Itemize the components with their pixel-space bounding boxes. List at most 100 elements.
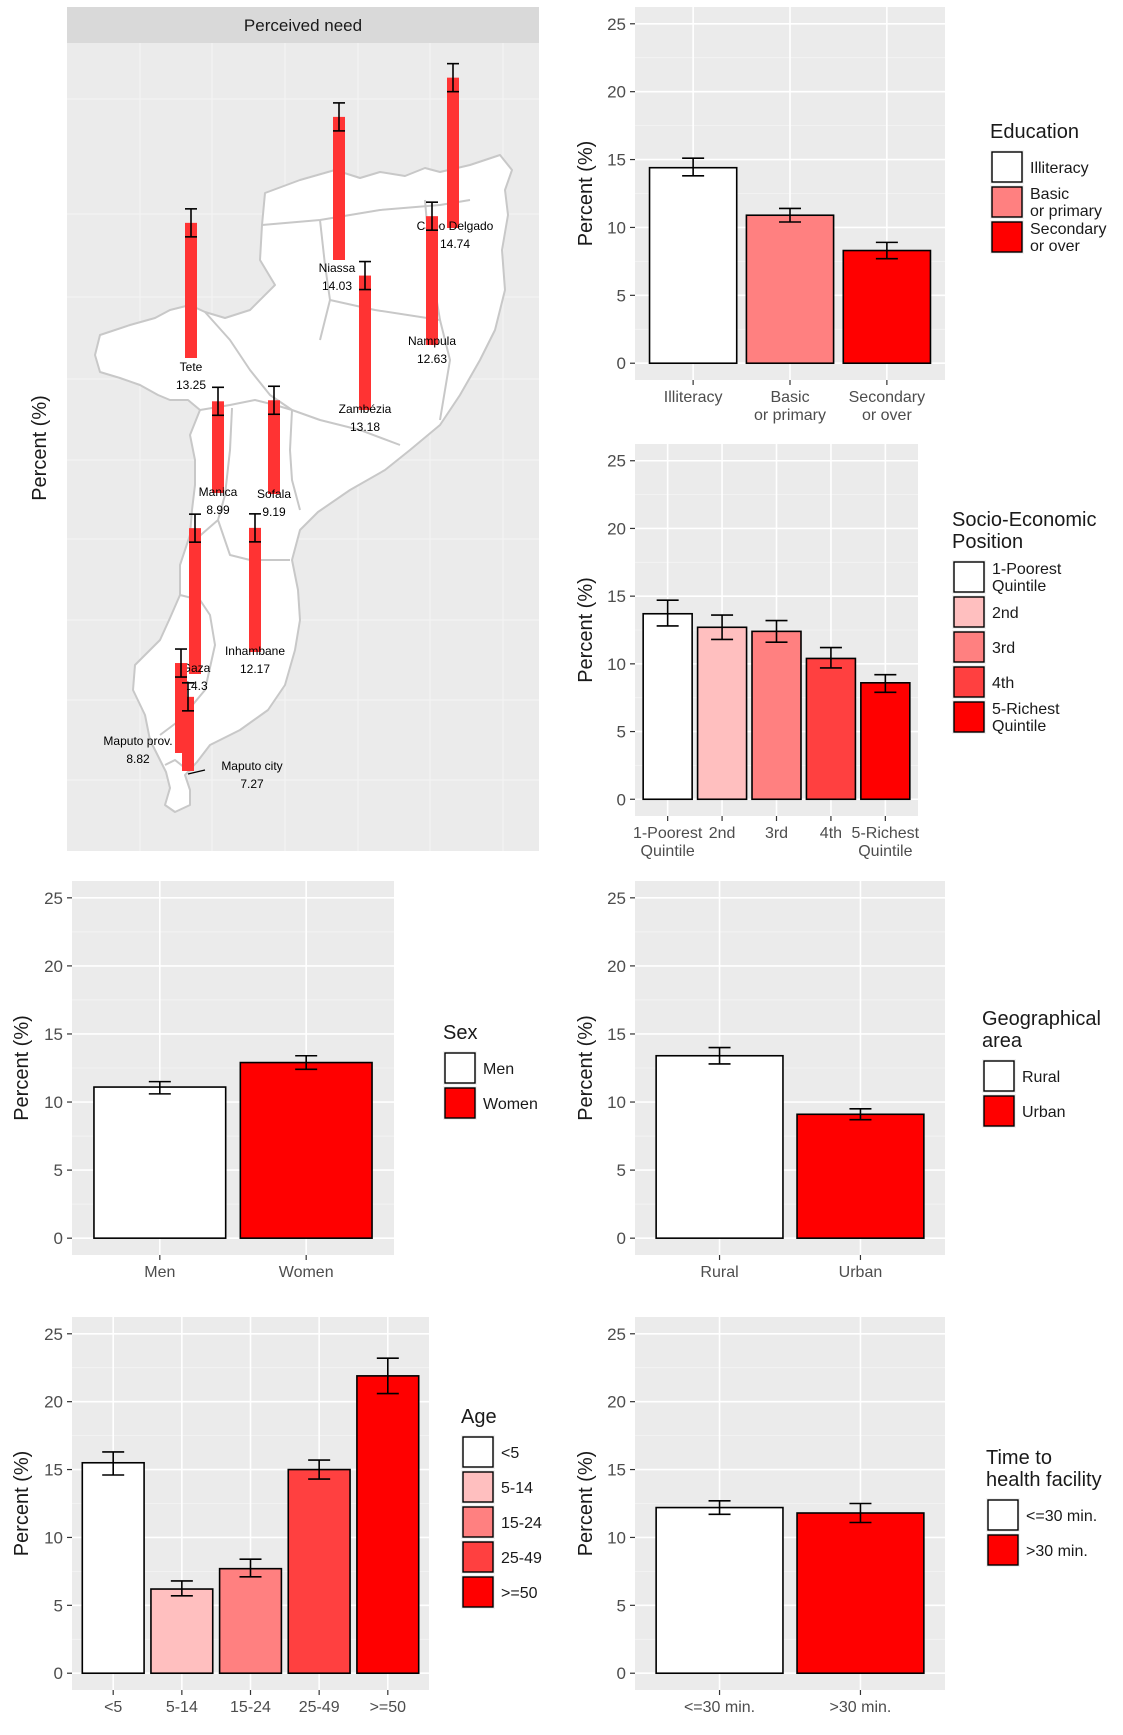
legend-label-0: 1-Poorest Quintile [992, 561, 1062, 595]
x-tick-label-0: <5 [104, 1699, 122, 1716]
error-bar-3 [308, 1459, 331, 1480]
legend-label-1: 5-14 [501, 1480, 533, 1497]
y-tick-label: 20 [607, 1393, 626, 1412]
error-bar-2 [239, 1558, 262, 1578]
error-bar-1 [849, 1502, 872, 1524]
y-tick-label: 25 [607, 1325, 626, 1344]
legend-swatch-0 [991, 151, 1023, 183]
x-tick-label-0: Illiteracy [664, 389, 723, 406]
map-province-value-10: 7.27 [240, 777, 264, 791]
y-tick-label: 10 [607, 218, 626, 237]
error-bar-0 [102, 1451, 125, 1476]
legend-label-4: 5-Richest Quintile [992, 701, 1060, 735]
x-tick-label-2: 15-24 [230, 1699, 271, 1716]
y-tick-label: 15 [44, 1461, 63, 1480]
map-bar-7 [249, 527, 261, 652]
legend-swatch-0 [987, 1499, 1019, 1531]
legend-title: Geographical area [982, 1008, 1101, 1052]
y-axis-label: Percent (%) [11, 1451, 33, 1557]
legend-swatch-0 [983, 1060, 1015, 1092]
error-bar-0 [656, 599, 679, 627]
y-tick-label: 15 [44, 1025, 63, 1044]
bar-1 [796, 1113, 925, 1239]
x-tick-label-4: 5-Richest Quintile [852, 825, 920, 860]
y-tick-label: 15 [607, 1025, 626, 1044]
y-tick-label: 0 [617, 790, 626, 809]
y-tick-label: 20 [44, 957, 63, 976]
legend-title: Socio-Economic Position [952, 509, 1097, 553]
legend-label-2: 15-24 [501, 1515, 542, 1532]
bar-4 [356, 1375, 420, 1675]
bar-2 [842, 249, 932, 365]
y-tick-label: 0 [617, 1664, 626, 1683]
legend-swatch-1 [953, 596, 985, 628]
map-errorbar-9 [175, 648, 187, 678]
legend-swatch-0 [462, 1436, 494, 1468]
y-tick-label: 25 [607, 15, 626, 34]
bar-1 [696, 626, 748, 801]
map-errorbar-6 [268, 385, 280, 416]
legend-label-2: Secondary or over [1030, 221, 1107, 255]
map-bar-10 [182, 696, 194, 771]
map-y-label: Percent (%) [29, 395, 51, 501]
map-panel: Perceived need Percent (%) [29, 7, 539, 851]
legend-label-1: Basic or primary [1030, 186, 1102, 220]
map-province-name-7: Inhambane [225, 644, 285, 658]
bar-0 [93, 1086, 227, 1239]
legend-label-4: >=50 [501, 1585, 538, 1602]
legend-label-0: Illiteracy [1030, 160, 1089, 177]
bar-chart-2: 0 5 10 15 20 25 Percent (%) 1-Poorest Quintile 2n… [575, 444, 1097, 860]
legend-title: Sex [443, 1022, 477, 1044]
y-tick-label: 5 [617, 1161, 626, 1180]
bar-1 [150, 1588, 214, 1675]
y-axis-label: Percent (%) [11, 1015, 33, 1121]
bar-0 [642, 612, 693, 801]
map-bar-2 [426, 216, 438, 345]
map-errorbar-10 [182, 682, 194, 712]
map-bar-8 [189, 528, 201, 674]
legend-swatch-2 [462, 1506, 494, 1538]
legend-1: Education Illiteracy Basic or primarySecond… [990, 121, 1107, 255]
map-province-name-6: Sofala [257, 487, 291, 501]
y-tick-label: 25 [44, 1325, 63, 1344]
map-leader-line [187, 769, 206, 775]
bar-0 [655, 1054, 784, 1239]
y-tick-label: 0 [617, 1229, 626, 1248]
y-tick-label: 0 [54, 1664, 63, 1683]
map-errorbar-4 [359, 260, 371, 291]
map-province-value-5: 8.99 [206, 503, 230, 517]
map-province-value-4: 13.18 [350, 420, 380, 434]
legend-label-0: <5 [501, 1445, 519, 1462]
error-bar-2 [765, 619, 788, 643]
y-tick-label: 20 [607, 957, 626, 976]
bar-1 [239, 1061, 373, 1239]
bar-0 [648, 166, 738, 365]
map-strip-title: Perceived need [244, 16, 362, 35]
error-bar-0 [708, 1046, 731, 1065]
y-tick-label: 20 [607, 83, 626, 102]
y-tick-label: 5 [617, 723, 626, 742]
legend-swatch-1 [983, 1095, 1015, 1127]
error-bar-1 [295, 1054, 318, 1071]
y-tick-label: 10 [44, 1093, 63, 1112]
y-tick-label: 15 [607, 587, 626, 606]
legend-swatch-3 [462, 1541, 494, 1573]
legend-label-1: Urban [1022, 1104, 1066, 1121]
bar-chart-1: 0 5 10 15 20 25 Percent (%) Illiteracy Basic or p… [575, 7, 1107, 424]
error-bar-4 [874, 673, 897, 694]
y-tick-label: 5 [54, 1161, 63, 1180]
x-tick-label-1: Urban [839, 1264, 883, 1281]
bar-3 [287, 1468, 351, 1675]
map-bar-0 [447, 77, 459, 228]
x-tick-label-0: Men [144, 1264, 175, 1281]
error-bar-4 [376, 1357, 399, 1395]
x-tick-label-1: Basic or primary [754, 389, 826, 424]
error-bar-1 [779, 207, 801, 223]
y-axis-label: Percent (%) [575, 1451, 597, 1557]
legend-5: Age<5 5-14 15-24 25-49 >=50 [461, 1406, 542, 1609]
legend-title: Time to health facility [986, 1447, 1102, 1491]
error-bar-0 [682, 157, 705, 177]
map-errorbar-3 [185, 208, 197, 238]
map-bar-6 [268, 400, 280, 494]
map-bar-4 [359, 275, 371, 410]
